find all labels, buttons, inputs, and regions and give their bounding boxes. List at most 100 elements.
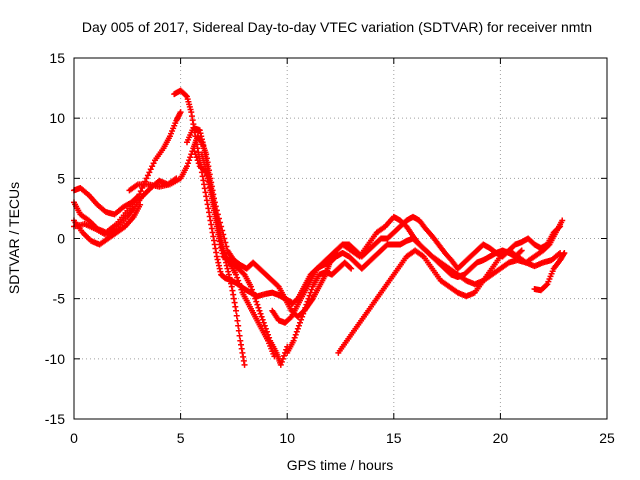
data-point (235, 322, 242, 329)
y-tick-label: -15 (45, 411, 65, 427)
data-point (219, 227, 226, 234)
data-point (299, 313, 306, 320)
data-point (137, 188, 144, 195)
data-point (561, 249, 568, 256)
y-tick-label: 10 (49, 110, 65, 126)
data-point (557, 223, 564, 230)
data-point (304, 298, 311, 305)
data-point (287, 314, 294, 321)
data-point (292, 331, 299, 338)
data-point (190, 145, 197, 152)
data-point (256, 307, 263, 314)
data-point (259, 316, 266, 323)
data-point (251, 292, 258, 299)
data-point (279, 355, 286, 362)
data-point (261, 322, 268, 329)
data-point (257, 310, 264, 317)
data-point (235, 277, 242, 284)
data-point (143, 175, 150, 182)
data-point (291, 334, 298, 341)
data-point (215, 215, 222, 222)
data-point (146, 169, 153, 176)
data-point (298, 316, 305, 323)
data-point (306, 292, 313, 299)
data-point (249, 286, 256, 293)
data-point (303, 301, 310, 308)
data-point (300, 310, 307, 317)
x-axis-label: GPS time / hours (287, 457, 394, 473)
x-tick-label: 5 (177, 430, 185, 446)
series-track-2 (71, 184, 141, 218)
data-point (302, 304, 309, 311)
data-point (205, 175, 212, 182)
data-point (234, 274, 241, 281)
grid (74, 58, 607, 419)
data-point (347, 264, 354, 271)
data-point (278, 358, 285, 365)
data-point (235, 327, 242, 334)
data-point (201, 159, 208, 166)
data-point (296, 319, 303, 326)
data-point (301, 307, 308, 314)
data-point (208, 187, 215, 194)
x-tick-label: 10 (279, 430, 295, 446)
data-point (293, 296, 300, 303)
data-point (147, 166, 154, 173)
data-point (233, 307, 240, 314)
data-point (556, 224, 563, 231)
data-point (233, 271, 240, 278)
data-point (237, 283, 244, 290)
data-point (221, 235, 228, 242)
data-point (182, 92, 189, 99)
data-point (187, 154, 194, 161)
data-point (238, 286, 245, 293)
data-point (274, 282, 281, 289)
data-point (218, 223, 225, 230)
data-point (206, 179, 213, 186)
data-point (236, 332, 243, 339)
data-point (203, 167, 210, 174)
series-track-13 (335, 247, 564, 356)
data-point (263, 328, 270, 335)
data-point (202, 163, 209, 170)
data-point (260, 319, 267, 326)
y-tick-label: 0 (57, 231, 65, 247)
data-point (133, 194, 140, 201)
chart-title: Day 005 of 2017, Sidereal Day-to-day VTE… (82, 19, 592, 35)
x-tick-label: 25 (599, 430, 615, 446)
data-point (518, 247, 525, 254)
data-point (295, 322, 302, 329)
data-point (191, 148, 198, 155)
data-point (308, 286, 315, 293)
y-tick-labels: 15 10 5 0 -5 -10 -15 (45, 50, 65, 427)
series-track-1 (71, 109, 184, 236)
data-point (253, 298, 260, 305)
data-point (214, 211, 221, 218)
data-point (177, 109, 184, 116)
data-point (250, 289, 257, 296)
data-point (212, 203, 219, 210)
data-point (225, 258, 232, 265)
data-point (207, 183, 214, 190)
data-point (258, 313, 265, 320)
ticks (73, 57, 608, 420)
data-point (210, 195, 217, 202)
data-point (281, 352, 288, 359)
data-point (294, 325, 301, 332)
data-point (559, 217, 566, 224)
data-point (209, 191, 216, 198)
x-tick-label: 20 (493, 430, 509, 446)
data-point (150, 160, 157, 167)
data-point (222, 239, 229, 246)
data-point (213, 207, 220, 214)
data-series (71, 87, 568, 368)
y-tick-label: 15 (49, 50, 65, 66)
data-point (234, 317, 241, 324)
data-point (290, 337, 297, 344)
data-point (193, 154, 200, 161)
data-point (254, 301, 261, 308)
data-point (517, 248, 524, 255)
data-point (199, 155, 206, 162)
data-point (543, 282, 550, 289)
